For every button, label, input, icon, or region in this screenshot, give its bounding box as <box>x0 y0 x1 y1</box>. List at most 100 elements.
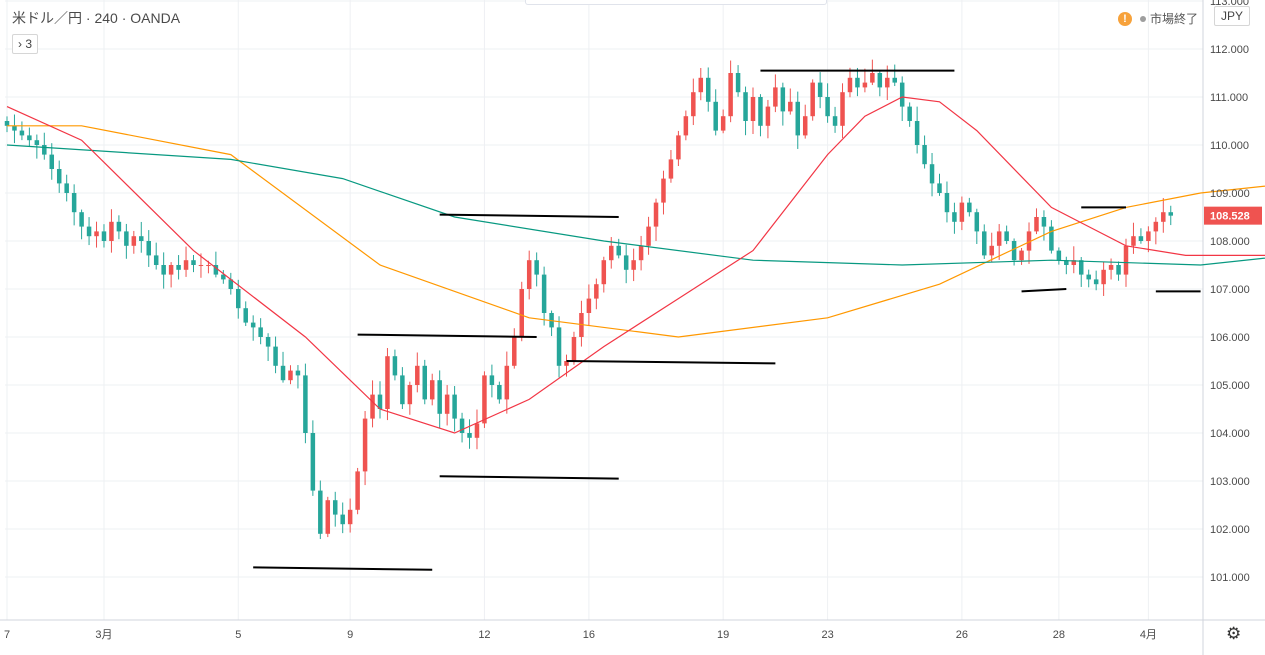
y-tick-label: 106.000 <box>1210 332 1250 344</box>
candle-body <box>780 87 786 112</box>
candle-body <box>668 159 674 179</box>
candle-body <box>922 145 927 165</box>
x-tick-label: 19 <box>717 629 729 641</box>
candle-body <box>631 260 636 270</box>
candle-body <box>1108 265 1114 270</box>
candle-body <box>758 97 763 126</box>
candle-body <box>1168 212 1174 216</box>
candle-body <box>765 106 771 126</box>
candle-body <box>728 73 733 117</box>
market-status: ! 市場終了 <box>1118 10 1198 27</box>
candle-body <box>885 77 890 88</box>
indicator-count: 3 <box>25 37 33 51</box>
candle-body <box>1071 260 1077 265</box>
candle-body <box>340 514 345 525</box>
candle-body <box>355 471 360 510</box>
candle-body <box>601 260 607 285</box>
candle-body <box>952 212 957 222</box>
candle-body <box>318 490 323 534</box>
candle-body <box>899 82 905 107</box>
candle-body <box>250 322 256 328</box>
candle-body <box>944 193 950 213</box>
candle-body <box>1153 221 1159 232</box>
moving-average-orange <box>7 125 1265 338</box>
candle-body <box>295 370 301 376</box>
y-tick-label: 110.000 <box>1210 140 1249 152</box>
candle-body <box>698 77 704 93</box>
candle-body <box>743 92 748 121</box>
y-tick-label: 108.000 <box>1210 236 1250 248</box>
candle-body <box>400 375 405 405</box>
candle-body <box>236 289 241 309</box>
y-tick-label: 107.000 <box>1210 284 1250 296</box>
candle-body <box>653 202 659 227</box>
candle-body <box>1011 241 1017 261</box>
moving-average-teal <box>6 144 1265 266</box>
candle-body <box>422 365 428 400</box>
x-tick-label: 4月 <box>1140 629 1157 641</box>
candle-body <box>616 245 621 256</box>
candle-body <box>392 356 398 376</box>
x-tick-label: 16 <box>583 629 595 641</box>
x-tick-label: 26 <box>956 629 968 641</box>
candle-body <box>773 87 778 107</box>
candle-body <box>1123 245 1129 275</box>
candle-body <box>467 433 472 438</box>
y-tick-label: 105.000 <box>1210 380 1250 392</box>
candle-body <box>720 116 726 131</box>
candle-body <box>661 178 666 203</box>
candle-body <box>676 135 681 160</box>
candle-body <box>459 418 465 433</box>
candle-body <box>168 265 174 275</box>
candle-body <box>86 226 92 237</box>
candle-body <box>42 145 47 155</box>
candle-body <box>534 260 539 275</box>
candle-body <box>982 231 987 256</box>
candle-body <box>959 202 965 222</box>
candle-body <box>265 337 271 347</box>
last-price-label: 108.528 <box>1210 211 1250 223</box>
candle-body <box>370 394 375 419</box>
candle-body <box>705 77 711 102</box>
candle-body <box>810 82 815 117</box>
candle-body <box>474 423 480 438</box>
y-tick-label: 103.000 <box>1210 476 1250 488</box>
y-tick-label: 101.000 <box>1210 572 1250 584</box>
currency-label[interactable]: JPY <box>1214 6 1250 26</box>
candle-body <box>497 385 502 400</box>
candle-body <box>213 265 219 275</box>
y-tick-label: 109.000 <box>1210 188 1250 200</box>
candle-body <box>64 183 69 193</box>
candle-body <box>825 97 830 117</box>
candle-body <box>191 260 196 265</box>
candle-body <box>332 500 338 515</box>
candle-body <box>646 226 651 246</box>
candle-body <box>877 73 883 88</box>
candle-body <box>198 265 204 266</box>
candle-body <box>288 370 293 381</box>
candle-body <box>713 101 718 131</box>
market-status-label: 市場終了 <box>1150 12 1199 26</box>
candle-body <box>124 231 129 246</box>
candle-body <box>937 183 942 193</box>
candle-body <box>273 346 278 366</box>
y-tick-label: 111.000 <box>1210 92 1248 104</box>
warning-icon[interactable]: ! <box>1118 11 1132 26</box>
candle-body <box>347 509 353 525</box>
top-drag-handle[interactable] <box>525 0 827 5</box>
candle-body <box>788 101 793 112</box>
gear-icon[interactable]: ⚙ <box>1226 624 1242 643</box>
indicator-collapse-button[interactable]: › 3 <box>12 34 39 54</box>
candle-body <box>325 500 331 534</box>
candle-body <box>183 260 189 270</box>
candle-body <box>258 327 263 337</box>
moving-average-red <box>6 96 1265 434</box>
candle-body <box>131 236 137 246</box>
x-tick-label: 9 <box>347 629 353 641</box>
candle-body <box>116 221 122 232</box>
candle-body <box>27 135 32 141</box>
candle-body <box>94 231 99 237</box>
candle-body <box>1146 231 1151 241</box>
candle-body <box>1004 231 1009 241</box>
